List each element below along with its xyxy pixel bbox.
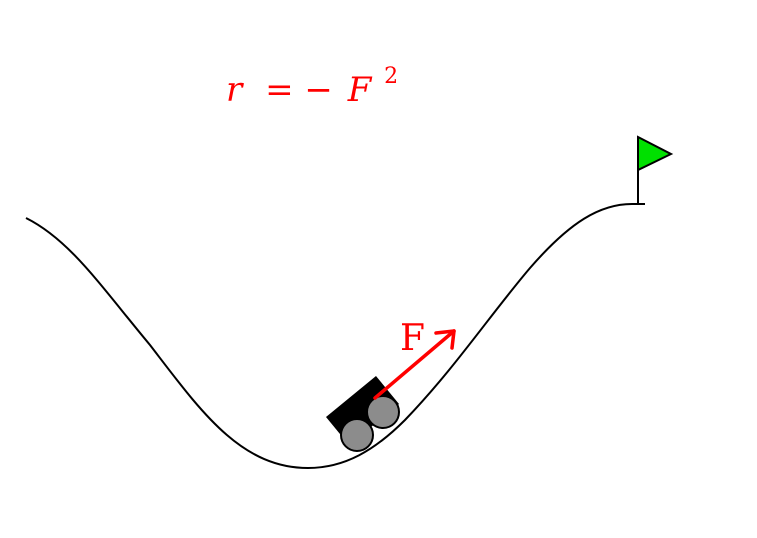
- rear-wheel: [340, 418, 374, 452]
- flag-icon: [637, 135, 674, 172]
- force-arrow: [373, 329, 456, 400]
- force-symbol: F: [347, 70, 373, 110]
- goal-flag: [637, 135, 674, 204]
- front-wheel: [366, 395, 400, 429]
- reward-equation: r = − F 2: [226, 64, 398, 110]
- force-label: F: [400, 318, 425, 359]
- reward-symbol: r: [226, 70, 244, 110]
- equals-minus: = −: [265, 70, 333, 110]
- exponent: 2: [384, 64, 398, 89]
- force-arrow-shaft: [373, 329, 456, 400]
- valley-curve: [25, 203, 645, 470]
- force-arrow-head: [434, 329, 456, 350]
